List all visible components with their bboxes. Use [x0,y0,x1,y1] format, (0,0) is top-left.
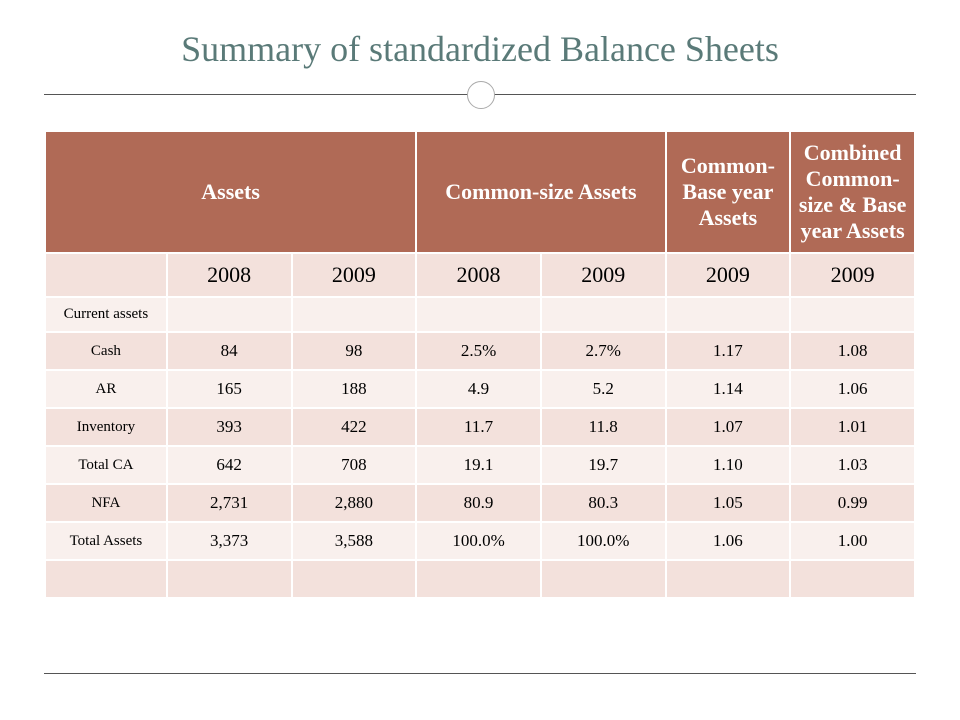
data-cell: 19.1 [416,446,541,484]
data-cell: 11.8 [541,408,666,446]
data-cell: 708 [292,446,417,484]
data-cell [666,560,791,598]
year-cell: 2009 [541,253,666,297]
year-cell: 2008 [167,253,292,297]
data-cell: 1.17 [666,332,791,370]
row-label-cell: Inventory [45,408,167,446]
data-cell [541,560,666,598]
table-row: AR1651884.95.21.141.06 [45,370,915,408]
data-cell: 393 [167,408,292,446]
year-cell [45,253,167,297]
table-blank-row [45,560,915,598]
data-cell [167,297,292,332]
data-cell: 1.07 [666,408,791,446]
table-header-row: AssetsCommon-size AssetsCommon-Base year… [45,131,915,253]
column-header: Combined Common-size & Base year Assets [790,131,915,253]
row-label-cell: Total CA [45,446,167,484]
column-header: Assets [45,131,416,253]
data-cell [416,297,541,332]
data-cell: 1.00 [790,522,915,560]
data-cell [790,297,915,332]
data-cell: 2,731 [167,484,292,522]
table-body: 200820092008200920092009Current assetsCa… [45,253,915,598]
data-cell: 165 [167,370,292,408]
data-cell: 2.7% [541,332,666,370]
data-cell: 0.99 [790,484,915,522]
data-cell: 1.05 [666,484,791,522]
data-cell [292,560,417,598]
data-cell [292,297,417,332]
data-cell: 188 [292,370,417,408]
table-row: Total CA64270819.119.71.101.03 [45,446,915,484]
data-cell [790,560,915,598]
data-cell: 4.9 [416,370,541,408]
data-cell: 19.7 [541,446,666,484]
data-cell: 80.3 [541,484,666,522]
year-cell: 2009 [292,253,417,297]
data-cell: 2.5% [416,332,541,370]
data-cell [541,297,666,332]
data-cell: 100.0% [416,522,541,560]
row-label-cell [45,560,167,598]
data-cell: 100.0% [541,522,666,560]
data-cell [666,297,791,332]
data-cell: 2,880 [292,484,417,522]
data-cell [167,560,292,598]
data-cell: 11.7 [416,408,541,446]
data-cell: 3,373 [167,522,292,560]
balance-sheet-table: AssetsCommon-size AssetsCommon-Base year… [44,130,916,599]
year-cell: 2008 [416,253,541,297]
data-cell: 98 [292,332,417,370]
row-label-cell: NFA [45,484,167,522]
table-section-row: Current assets [45,297,915,332]
slide: Summary of standardized Balance Sheets A… [0,0,960,720]
data-cell: 422 [292,408,417,446]
year-cell: 2009 [790,253,915,297]
column-header: Common-Base year Assets [666,131,791,253]
data-cell: 1.03 [790,446,915,484]
year-cell: 2009 [666,253,791,297]
data-cell: 84 [167,332,292,370]
data-cell [416,560,541,598]
data-cell: 5.2 [541,370,666,408]
column-header: Common-size Assets [416,131,665,253]
table-row: Cash84982.5%2.7%1.171.08 [45,332,915,370]
table-years-row: 200820092008200920092009 [45,253,915,297]
data-cell: 80.9 [416,484,541,522]
table-header: AssetsCommon-size AssetsCommon-Base year… [45,131,915,253]
data-cell: 1.10 [666,446,791,484]
data-cell: 3,588 [292,522,417,560]
data-cell: 1.06 [666,522,791,560]
row-label-cell: Total Assets [45,522,167,560]
data-cell: 1.08 [790,332,915,370]
divider-circle-icon [467,81,495,109]
row-label-cell: Current assets [45,297,167,332]
table-row: Total Assets3,3733,588100.0%100.0%1.061.… [45,522,915,560]
row-label-cell: Cash [45,332,167,370]
data-cell: 642 [167,446,292,484]
page-title: Summary of standardized Balance Sheets [44,28,916,70]
footer-divider [44,673,916,674]
data-cell: 1.14 [666,370,791,408]
divider-ornament [44,88,916,122]
data-cell: 1.01 [790,408,915,446]
table-row: Inventory39342211.711.81.071.01 [45,408,915,446]
row-label-cell: AR [45,370,167,408]
data-cell: 1.06 [790,370,915,408]
table-row: NFA2,7312,88080.980.31.050.99 [45,484,915,522]
